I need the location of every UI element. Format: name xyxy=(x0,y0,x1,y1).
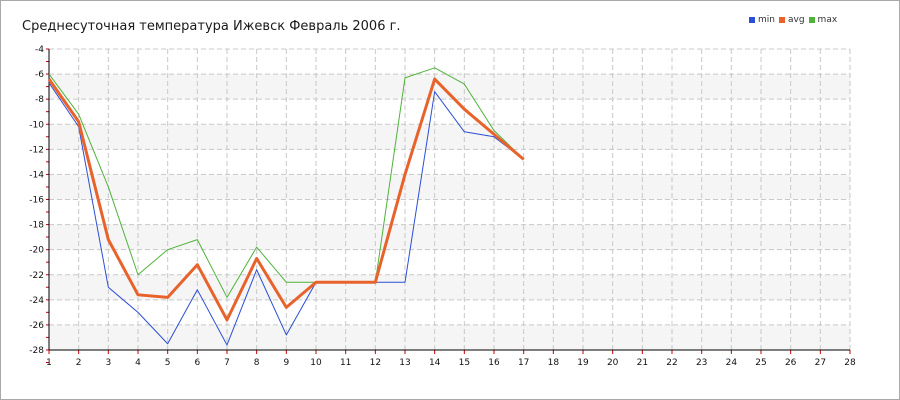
legend-item-max: max xyxy=(808,15,838,25)
x-tick-label: 4 xyxy=(135,358,141,368)
x-tick-label: 23 xyxy=(696,358,707,368)
x-tick-label: 22 xyxy=(666,358,677,368)
x-tick-label: 5 xyxy=(165,358,171,368)
x-tick-label: 6 xyxy=(194,358,200,368)
plot-band xyxy=(49,174,850,200)
y-tick-label: -4 xyxy=(35,45,44,55)
legend-label-max: max xyxy=(817,15,838,25)
y-tick-label: -28 xyxy=(29,346,44,356)
y-tick-label: -6 xyxy=(35,70,44,80)
x-tick-label: 18 xyxy=(548,358,560,368)
x-tick-label: 15 xyxy=(459,358,470,368)
series-line-avg xyxy=(47,77,525,322)
legend: min avg max xyxy=(749,15,837,25)
legend-item-min: min xyxy=(749,15,775,25)
x-tick-label: 1 xyxy=(46,358,52,368)
x-tick-label: 28 xyxy=(844,358,856,368)
plot-band xyxy=(49,124,850,150)
x-tick-label: 13 xyxy=(399,358,410,368)
legend-item-avg: avg xyxy=(778,15,805,25)
series-line-min xyxy=(48,82,524,346)
plot-band xyxy=(49,224,850,250)
x-tick-label: 17 xyxy=(518,358,529,368)
y-tick-label: -14 xyxy=(29,170,44,180)
chart-title: Среднесуточная температура Ижевск Феврал… xyxy=(22,19,401,34)
legend-swatch-max xyxy=(808,17,815,23)
x-tick-label: 10 xyxy=(310,358,322,368)
y-tick-label: -18 xyxy=(29,221,44,231)
x-tick-label: 12 xyxy=(370,358,381,368)
y-tick-label: -16 xyxy=(29,196,44,206)
x-tick-label: 24 xyxy=(726,358,738,368)
x-tick-label: 8 xyxy=(254,358,260,368)
x-tick-label: 11 xyxy=(340,358,351,368)
y-tick-label: -12 xyxy=(29,145,44,155)
y-tick-label: -20 xyxy=(29,246,44,256)
x-tick-label: 20 xyxy=(607,358,619,368)
x-tick-label: 21 xyxy=(637,358,648,368)
x-tick-label: 2 xyxy=(76,358,82,368)
y-tick-label: -8 xyxy=(35,95,44,105)
legend-label-min: min xyxy=(758,15,775,25)
legend-label-avg: avg xyxy=(787,15,805,25)
x-tick-label: 25 xyxy=(755,358,766,368)
y-tick-label: -10 xyxy=(29,120,44,130)
x-tick-label: 9 xyxy=(283,358,289,368)
x-tick-label: 14 xyxy=(429,358,441,368)
series-line-max xyxy=(48,67,525,298)
x-tick-label: 16 xyxy=(488,358,500,368)
x-tick-label: 3 xyxy=(105,358,111,368)
legend-swatch-min xyxy=(749,17,755,23)
y-tick-label: -26 xyxy=(29,321,44,331)
y-tick-label: -22 xyxy=(29,271,44,281)
x-tick-label: 26 xyxy=(785,358,797,368)
x-tick-label: 27 xyxy=(815,358,826,368)
x-tick-label: 19 xyxy=(577,358,589,368)
plot-band xyxy=(49,324,850,350)
x-tick-label: 7 xyxy=(224,358,230,368)
y-tick-label: -24 xyxy=(29,296,44,306)
legend-swatch-avg xyxy=(778,17,785,23)
